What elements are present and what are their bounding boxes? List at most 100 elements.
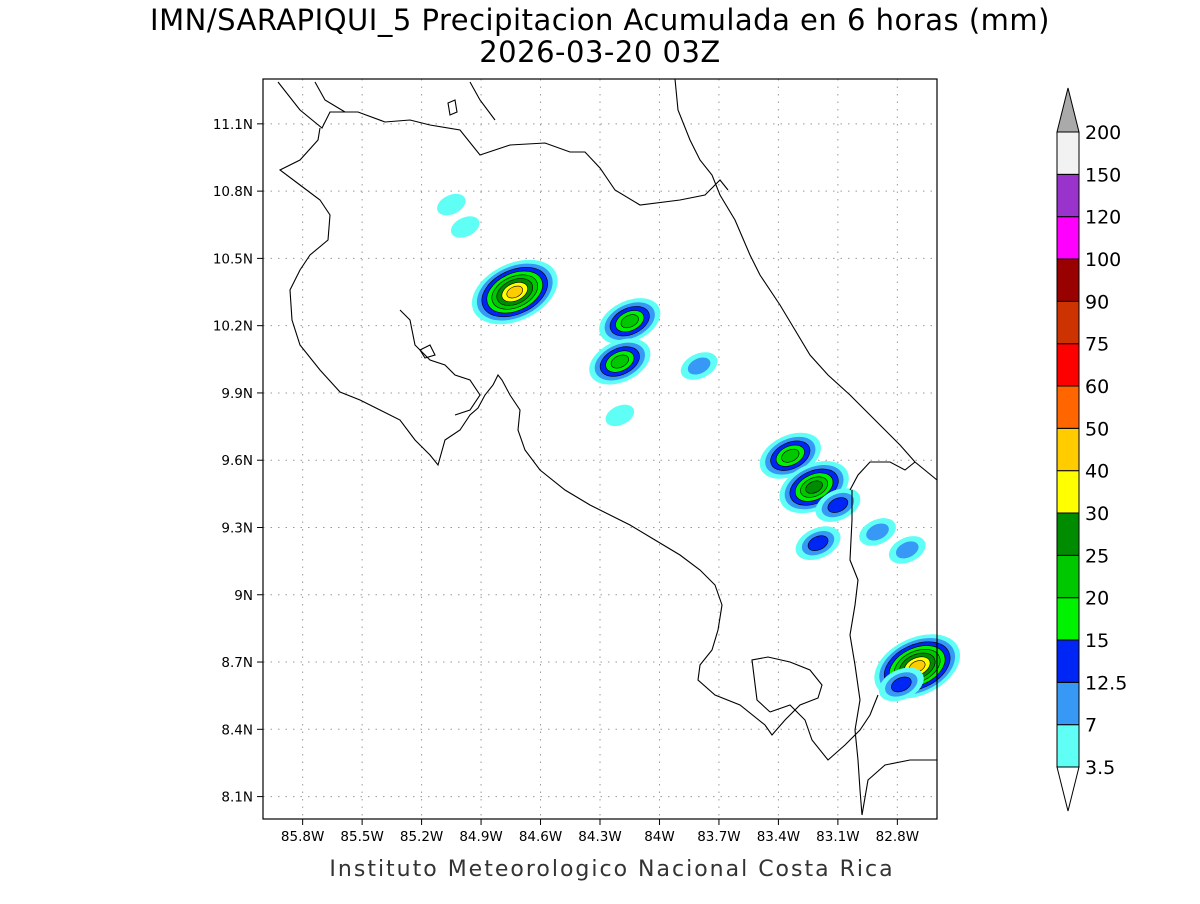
lake-island [447,99,458,116]
colorbar-label: 200 [1085,122,1121,144]
x-tick-label: 84.3W [578,829,621,845]
colorbar-label: 90 [1085,291,1109,313]
precip-contour-level-8 [506,285,524,299]
precip-cell-panama-border-2 [888,536,926,564]
precip-contour-level-5 [781,448,800,463]
precip-contour-level-6 [805,480,823,494]
colorbar-segment [1056,427,1080,472]
lake-nicaragua-shore [314,81,346,113]
precip-contour-level-1 [450,216,480,238]
y-tick-label: 8.7N [221,655,253,671]
colorbar-label: 15 [1085,630,1109,652]
y-tick-label: 11.1N [213,117,253,133]
precip-contour-level-2 [687,357,711,375]
precip-cell-north-plains-2 [450,216,480,238]
colorbar-label: 12.5 [1085,672,1127,694]
precip-contour-level-3 [807,535,829,551]
colorbar-segment [1056,681,1080,726]
y-tick-label: 8.4N [221,722,253,738]
precip-cell-talamanca-3 [815,488,861,522]
precip-cell-north-plains-1 [437,193,466,216]
x-tick-label: 83.1W [816,829,859,845]
pacific-coast-guanacaste [278,127,823,736]
precip-cell-panama-border-1 [859,518,896,546]
colorbar-label: 3.5 [1085,757,1115,779]
colorbar-under-triangle [1056,766,1080,812]
colorbar-segment [1056,173,1080,218]
precip-cell-chiriqui-south [878,667,924,702]
x-tick-label: 84W [644,829,675,845]
nicoya-gulf [399,309,481,416]
colorbar-label: 20 [1085,588,1109,610]
x-tick-label: 84.6W [519,829,562,845]
y-axis: 11.1N 10.8N 10.5N 10.2N 9.9N 9.6N 9.3N 9N 8.7N 8.… [213,117,263,806]
colorbar-segment [1056,512,1080,556]
y-tick-label: 8.1N [221,790,253,806]
precip-cell-sarapiqui-south [589,338,651,385]
x-tick-label: 84.9W [459,829,502,845]
colorbar-segment [1056,216,1080,260]
colorbar-label: 30 [1085,503,1109,525]
precip-contour-level-3 [891,676,912,693]
colorbar-segment [1056,258,1080,302]
y-tick-label: 10.2N [213,319,253,335]
y-tick-label: 9N [234,588,253,604]
map-title: IMN/SARAPIQUI_5 Precipitacion Acumulada … [150,3,1050,37]
precipitation-shading [437,193,961,702]
y-tick-label: 9.3N [221,520,253,536]
caribbean-coastline [674,78,938,481]
precip-contour-level-2 [895,541,919,559]
y-tick-label: 10.8N [213,184,253,200]
precip-cell-heredia-cell [680,352,718,380]
precip-cell-la-fortuna [471,259,558,325]
precip-contour-level-5 [610,354,629,369]
colorbar-segment [1056,470,1080,514]
precip-contour-level-1 [605,404,635,427]
precip-contour-level-3 [827,497,849,513]
colorbar-label: 40 [1085,461,1109,483]
x-tick-label: 85.5W [340,829,383,845]
colorbar-label: 75 [1085,334,1109,356]
coastline-and-borders [277,78,938,816]
x-axis: 85.8W 85.5W 85.2W 84.9W 84.6W 84.3W 84W 83.7W 83… [281,819,919,845]
x-tick-label: 85.8W [281,829,324,845]
x-tick-label: 83.7W [697,829,740,845]
x-tick-label: 83.4W [757,829,800,845]
burica-peninsula [861,759,937,816]
x-tick-label: 82.8W [876,829,919,845]
osa-peninsula [769,694,879,761]
colorbar-segment [1056,597,1080,641]
colorbar-label: 150 [1085,164,1121,186]
map-plot-area [263,79,937,819]
y-tick-label: 9.9N [221,386,253,402]
colorbar-segment [1056,300,1080,345]
colorbar-label: 60 [1085,376,1109,398]
precip-cell-sarapiqui-band [599,298,661,345]
footer-credit: Instituto Meteorologico Nacional Costa R… [329,857,894,882]
nicaragua-east-coast [469,81,496,121]
colorbar-segment [1056,343,1080,387]
colorbar-segment [1056,724,1080,768]
colorbar-label: 25 [1085,545,1109,567]
panama-border-line [849,461,916,816]
precip-cell-cartago-cell [605,404,635,427]
precip-contour-level-2 [866,523,889,541]
precip-cell-talamanca-1 [759,432,821,479]
chira-island [419,344,436,359]
precip-contour-level-5 [620,314,639,329]
precip-cell-talamanca-4 [795,526,841,561]
colorbar-label: 100 [1085,249,1121,271]
colorbar-label: 120 [1085,207,1121,229]
colorbar-label: 50 [1085,418,1109,440]
colorbar-over-triangle [1056,87,1080,133]
y-tick-label: 10.5N [213,251,253,267]
colorbar: 3.5 7 12.5 15 20 25 30 40 50 60 75 90 100 120 150 200 [1056,87,1127,812]
y-tick-label: 9.6N [221,453,253,469]
x-tick-label: 85.2W [400,829,443,845]
colorbar-segment [1056,131,1080,175]
colorbar-segment [1056,385,1080,429]
precip-contour-level-1 [437,193,466,216]
colorbar-segment [1056,554,1080,599]
colorbar-segment [1056,639,1080,683]
